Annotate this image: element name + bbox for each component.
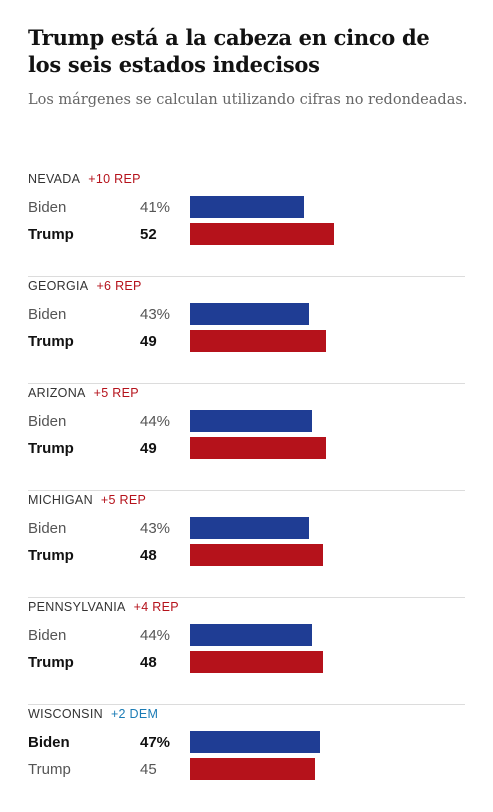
state-header: PENNSYLVANIA +4 REP	[28, 598, 179, 616]
state-header: ARIZONA +5 REP	[28, 384, 139, 402]
vote-share-bar	[190, 330, 326, 352]
candidate-name: Trump	[28, 761, 71, 778]
state-block: MICHIGAN +5 REP Biden 43% Trump 48	[28, 491, 465, 598]
vote-share-label: 47%	[140, 734, 171, 751]
chart-title: Trump está a la cabeza en cinco de los s…	[28, 25, 430, 77]
margin-label: +10 REP	[88, 172, 141, 186]
vote-share-label: 44%	[140, 413, 171, 430]
vote-share-label: 48	[140, 654, 157, 671]
vote-share-label: 45	[140, 761, 157, 778]
candidate-name: Biden	[28, 734, 70, 751]
vote-share-bar	[190, 731, 320, 753]
margin-label: +6 REP	[96, 279, 142, 293]
vote-share-label: 49	[140, 440, 157, 457]
vote-share-bar	[190, 651, 323, 673]
divider	[28, 490, 465, 491]
state-name: PENNSYLVANIA	[28, 600, 126, 614]
candidate-row: Trump 48	[28, 544, 465, 568]
candidate-name: Trump	[28, 440, 74, 457]
vote-share-bar	[190, 437, 326, 459]
candidate-row: Biden 44%	[28, 410, 465, 434]
candidate-row: Trump 48	[28, 651, 465, 675]
state-block: NEVADA +10 REP Biden 41% Trump 52	[28, 170, 465, 277]
candidate-row: Trump 49	[28, 330, 465, 354]
state-name: NEVADA	[28, 172, 81, 186]
vote-share-bar	[190, 303, 309, 325]
candidate-row: Trump 49	[28, 437, 465, 461]
vote-share-bar	[190, 517, 309, 539]
margin-label: +2 DEM	[110, 707, 159, 721]
state-block: GEORGIA +6 REP Biden 43% Trump 49	[28, 277, 465, 384]
margin-label: +4 REP	[133, 600, 179, 614]
vote-share-label: 43%	[140, 306, 171, 323]
chart-subtitle: Los márgenes se calculan utilizando cifr…	[28, 92, 468, 108]
state-block: PENNSYLVANIA +4 REP Biden 44% Trump 48	[28, 598, 465, 705]
candidate-row: Biden 41%	[28, 196, 465, 220]
candidate-row: Biden 43%	[28, 303, 465, 327]
margin-label: +5 REP	[100, 493, 147, 507]
candidate-row: Trump 52	[28, 223, 465, 247]
candidate-name: Biden	[28, 413, 67, 430]
state-header: MICHIGAN +5 REP	[28, 491, 146, 509]
state-name: ARIZONA	[28, 386, 86, 400]
candidate-name: Trump	[28, 547, 74, 564]
state-block: ARIZONA +5 REP Biden 44% Trump 49	[28, 384, 465, 491]
state-header: GEORGIA +6 REP	[28, 277, 142, 295]
vote-share-label: 44%	[140, 627, 171, 644]
state-name: GEORGIA	[28, 279, 89, 293]
margin-label: +5 REP	[93, 386, 139, 400]
vote-share-bar	[190, 544, 323, 566]
candidate-name: Biden	[28, 520, 67, 537]
vote-share-bar	[190, 410, 312, 432]
vote-share-label: 41%	[140, 199, 171, 216]
vote-share-bar	[190, 223, 334, 245]
vote-share-label: 43%	[140, 520, 171, 537]
state-block: WISCONSIN +2 DEM Biden 47% Trump 45	[28, 705, 465, 812]
candidate-row: Biden 44%	[28, 624, 465, 648]
state-name: WISCONSIN	[28, 707, 103, 721]
vote-share-bar	[190, 624, 312, 646]
candidate-row: Trump 45	[28, 758, 465, 782]
candidate-row: Biden 47%	[28, 731, 465, 755]
candidate-row: Biden 43%	[28, 517, 465, 541]
candidate-name: Trump	[28, 226, 74, 243]
vote-share-label: 52	[140, 226, 157, 243]
divider	[28, 276, 465, 277]
candidate-name: Biden	[28, 306, 67, 323]
vote-share-label: 49	[140, 333, 157, 350]
state-header: NEVADA +10 REP	[28, 170, 141, 188]
candidate-name: Biden	[28, 199, 67, 216]
divider	[28, 383, 465, 384]
state-name: MICHIGAN	[28, 493, 93, 507]
candidate-name: Biden	[28, 627, 67, 644]
state-header: WISCONSIN +2 DEM	[28, 705, 158, 723]
divider	[28, 597, 465, 598]
vote-share-bar	[190, 758, 315, 780]
candidate-name: Trump	[28, 654, 74, 671]
divider	[28, 704, 465, 705]
vote-share-label: 48	[140, 547, 157, 564]
vote-share-bar	[190, 196, 304, 218]
candidate-name: Trump	[28, 333, 74, 350]
